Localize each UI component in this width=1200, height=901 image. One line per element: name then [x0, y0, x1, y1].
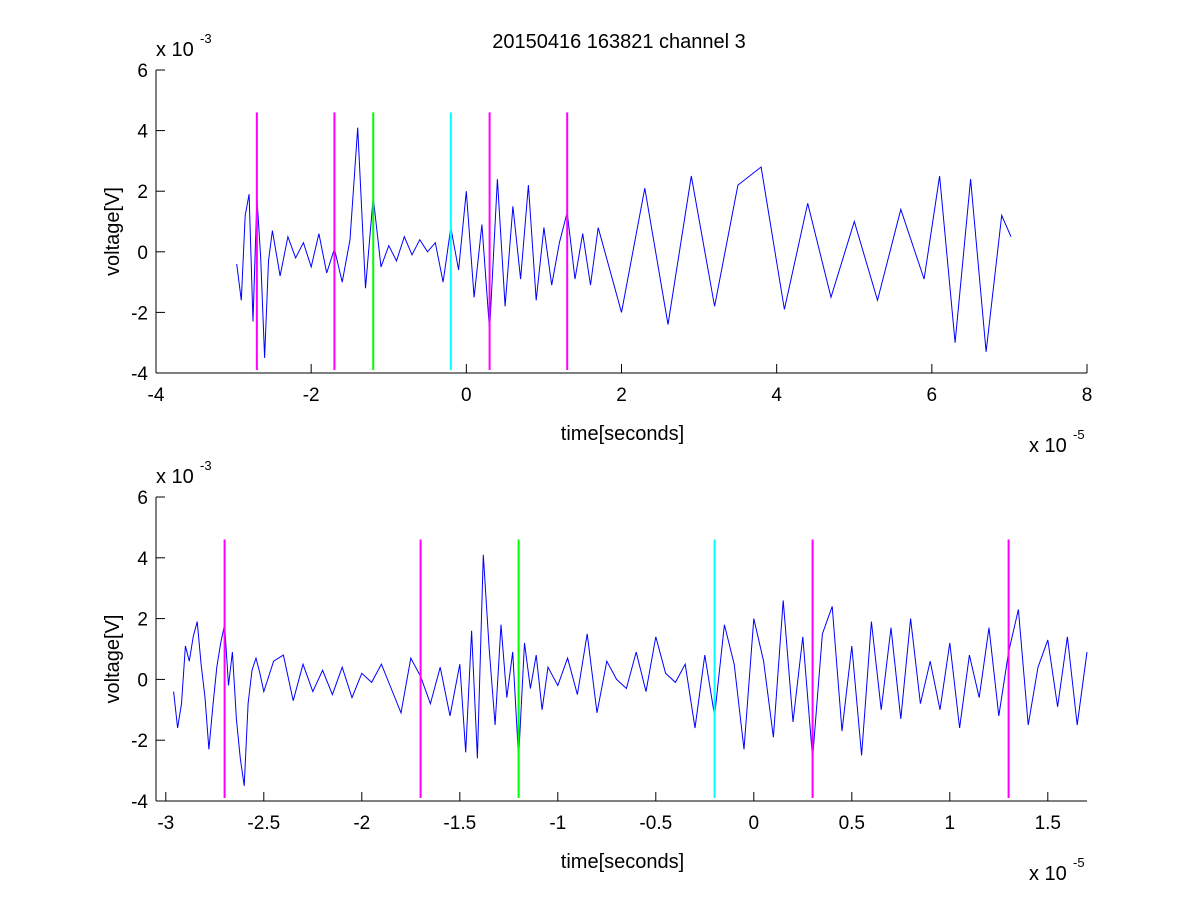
top-x-tick-label: 8: [1082, 385, 1093, 406]
top-x-tick-label: -4: [148, 385, 165, 406]
bottom-x-tick-label: -3: [157, 813, 174, 834]
bottom-y-tick-label: -2: [131, 731, 148, 752]
bottom-y-axis-label: voltage[V]: [102, 615, 124, 704]
bottom-y-tick-label: 4: [137, 549, 148, 570]
top-x-axis-label: time[seconds]: [561, 423, 684, 445]
bottom-x-tick-label: 1: [945, 813, 956, 834]
top-axes: -4 -2 0 2 4 6 8 -4 -2 0 2 4 6 time[seconds] voltage[V]…: [102, 31, 1092, 457]
bottom-y-multiplier-exponent: -3: [200, 458, 212, 473]
bottom-axes: -3 -2.5 -2 -1.5 -1 -0.5 0 0.5 1 1.5 -4 -2 0 2 4 6 time[s…: [102, 458, 1088, 885]
figure-title: 20150416 163821 channel 3: [492, 31, 746, 53]
bottom-x-tick-label: 0.5: [839, 813, 865, 834]
bottom-x-axis-label: time[seconds]: [561, 851, 684, 873]
bottom-y-tick-label: 6: [137, 488, 148, 509]
top-y-tick-label: 0: [137, 243, 148, 264]
top-x-tick-label: 0: [461, 385, 472, 406]
bottom-x-tick-label: 0: [749, 813, 760, 834]
top-y-tick-label: 4: [137, 122, 148, 143]
top-y-tick-label: 6: [137, 61, 148, 82]
bottom-x-tick-label: -2: [353, 813, 370, 834]
top-x-multiplier: x 10: [1029, 435, 1067, 457]
top-x-tick-label: 2: [616, 385, 627, 406]
top-voltage-trace: [236, 127, 1012, 358]
bottom-x-tick-label: -2.5: [247, 813, 280, 834]
top-x-multiplier-exponent: -5: [1073, 427, 1085, 442]
bottom-x-multiplier: x 10: [1029, 863, 1067, 885]
top-y-axis-label: voltage[V]: [102, 187, 124, 276]
bottom-y-tick-label: -4: [131, 792, 148, 813]
bottom-x-tick-label: -1: [549, 813, 566, 834]
top-y-tick-label: -4: [131, 364, 148, 385]
bottom-y-tick-label: 0: [137, 670, 148, 691]
top-y-multiplier-exponent: -3: [200, 31, 212, 46]
bottom-y-multiplier: x 10: [156, 466, 194, 488]
bottom-x-tick-label: -1.5: [443, 813, 476, 834]
top-y-multiplier: x 10: [156, 39, 194, 61]
top-y-tick-label: 2: [137, 182, 148, 203]
top-x-tick-label: -2: [303, 385, 320, 406]
bottom-x-tick-label: -0.5: [639, 813, 672, 834]
top-y-tick-label: -2: [131, 303, 148, 324]
top-x-tick-label: 6: [927, 385, 938, 406]
top-x-tick-label: 4: [771, 385, 782, 406]
bottom-y-tick-label: 2: [137, 610, 148, 631]
bottom-voltage-trace: [173, 554, 1088, 786]
bottom-x-multiplier-exponent: -5: [1073, 855, 1085, 870]
bottom-x-tick-label: 1.5: [1035, 813, 1061, 834]
